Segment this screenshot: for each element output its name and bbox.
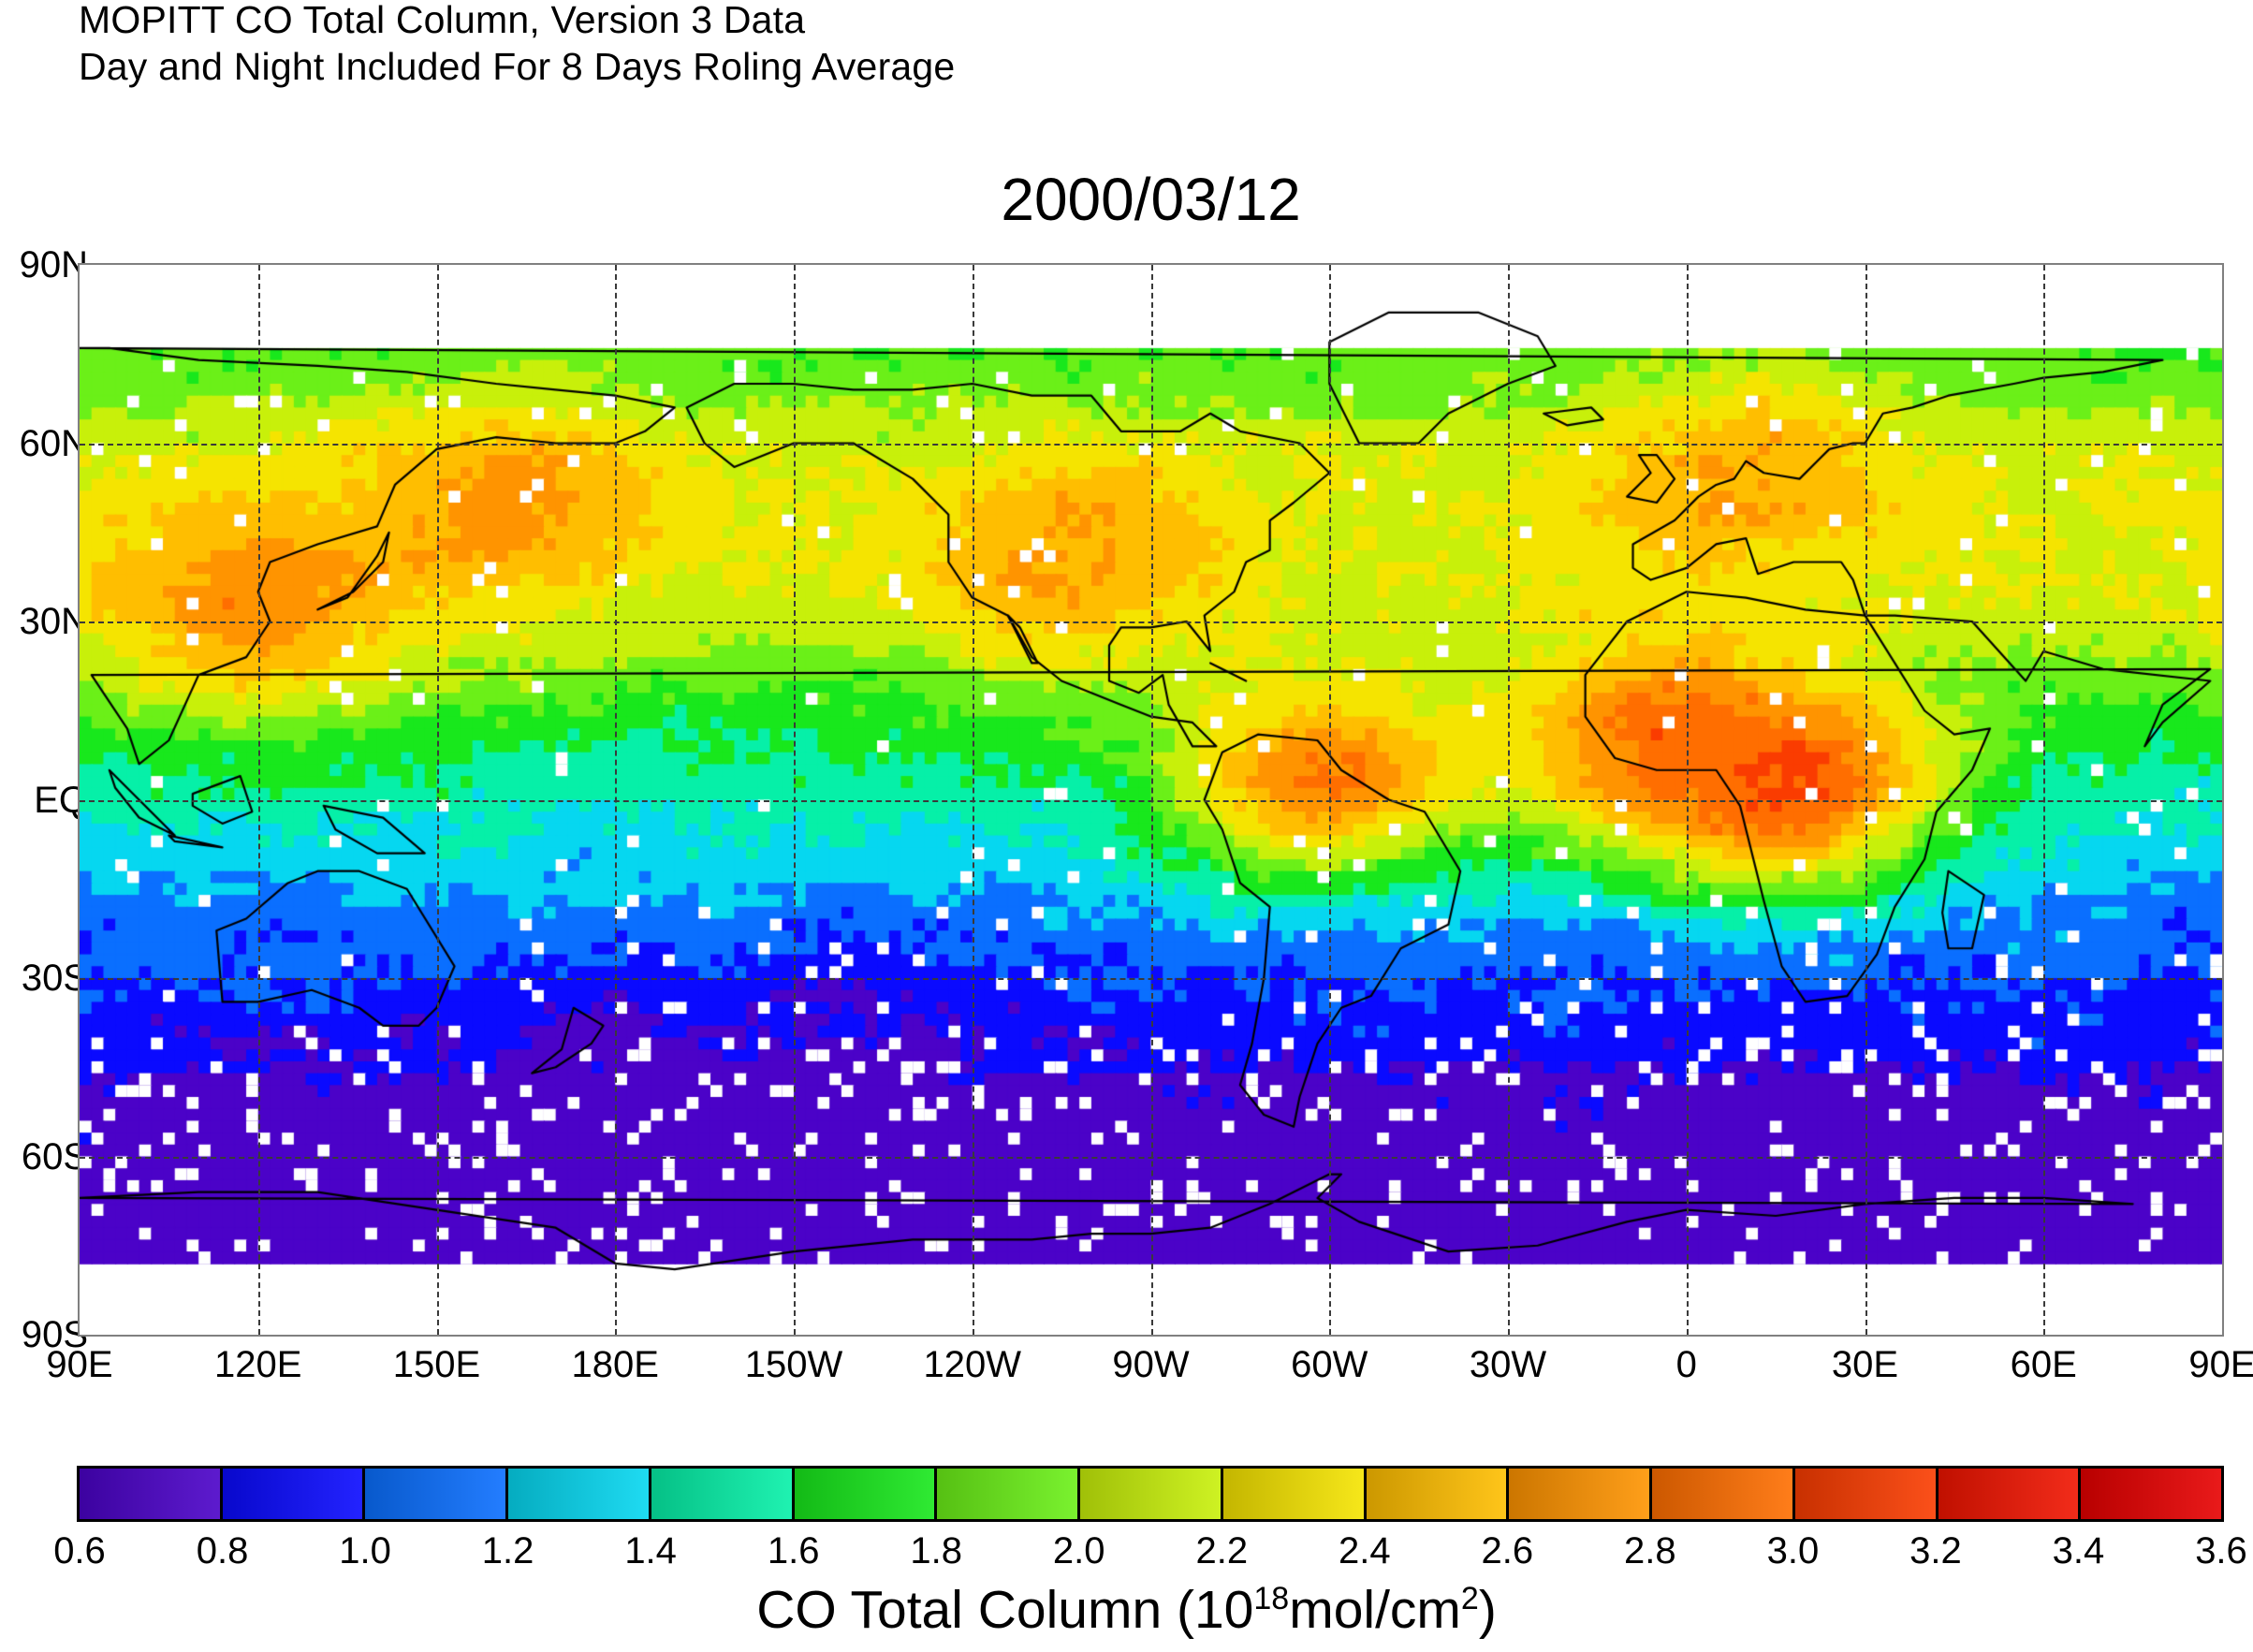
x-tick-11: 60E [2010, 1344, 2077, 1385]
colorbar-bin-2.4-2.6[interactable] [1366, 1469, 1507, 1519]
colorbar-bin-1.2-1.4[interactable] [508, 1469, 649, 1519]
colorbar-bin-2.0-2.2[interactable] [1080, 1469, 1221, 1519]
figure-header: MOPITT CO Total Column, Version 3 Data D… [79, 0, 1576, 90]
colorbar-bin-1.4-1.6[interactable] [651, 1469, 792, 1519]
x-tick-10: 30E [1831, 1344, 1899, 1385]
colorbar-bin-3.2-3.4[interactable] [1938, 1469, 2079, 1519]
y-tick-30N: 30N [19, 601, 88, 642]
co-data-raster [80, 265, 2222, 1335]
y-tick-60N: 60N [19, 422, 88, 464]
colorbar-bin-2.2-2.4[interactable] [1222, 1469, 1364, 1519]
x-tick-4: 150W [744, 1344, 843, 1385]
colorbar-tick-2.4: 2.4 [1338, 1530, 1391, 1572]
colorbar-bin-1.8-2.0[interactable] [937, 1469, 1078, 1519]
x-tick-5: 120W [923, 1344, 1022, 1385]
colorbar-tick-0.6: 0.6 [53, 1530, 106, 1572]
colorbar-bin-2.8-3.0[interactable] [1652, 1469, 1792, 1519]
y-tick-30S: 30S [21, 958, 88, 999]
colorbar-tick-2.2: 2.2 [1195, 1530, 1249, 1572]
x-tick-3: 180E [571, 1344, 659, 1385]
x-tick-7: 60W [1291, 1344, 1368, 1385]
colorbar-tick-2.8: 2.8 [1624, 1530, 1676, 1572]
colorbar-tick-3.0: 3.0 [1766, 1530, 1820, 1572]
header-line-2: Day and Night Included For 8 Days Roling… [79, 45, 956, 88]
colorbar-tick-1.6: 1.6 [767, 1530, 820, 1572]
y-tick-60S: 60S [21, 1135, 88, 1177]
x-tick-12: 90E [2188, 1344, 2253, 1385]
x-tick-9: 0 [1675, 1344, 1697, 1385]
co-heatmap-canvas [80, 265, 2222, 1335]
colorbar-tick-2.0: 2.0 [1052, 1530, 1105, 1572]
colorbar-bin-1.6-1.8[interactable] [794, 1469, 935, 1519]
colorbar-bin-2.6-2.8[interactable] [1509, 1469, 1650, 1519]
colorbar-bin-3.4-3.6[interactable] [2081, 1469, 2222, 1519]
colorbar-bin-1.0-1.2[interactable] [365, 1469, 506, 1519]
colorbar-tick-3.6: 3.6 [2195, 1530, 2247, 1572]
colorbar-bin-3.0-3.2[interactable] [1794, 1469, 1936, 1519]
colorbar-tick-1.8: 1.8 [910, 1530, 962, 1572]
colorbar-bin-0.6-0.8[interactable] [80, 1469, 220, 1519]
colorbar-bin-0.8-1.0[interactable] [222, 1469, 363, 1519]
x-tick-2: 150E [392, 1344, 481, 1385]
y-tick-EQ: EQ [34, 779, 88, 821]
map-title: 2000/03/12 [1001, 166, 1301, 233]
colorbar-tick-1.2: 1.2 [481, 1530, 534, 1572]
x-tick-0: 90E [46, 1344, 113, 1385]
colorbar-tick-2.6: 2.6 [1481, 1530, 1534, 1572]
map-plot-area[interactable] [78, 263, 2224, 1337]
x-tick-1: 120E [214, 1344, 302, 1385]
colorbar-axis-label: CO Total Column (1018mol/cm2) [756, 1580, 1497, 1640]
colorbar-tick-3.4: 3.4 [2052, 1530, 2105, 1572]
header-line-1: MOPITT CO Total Column, Version 3 Data [79, 0, 806, 41]
x-tick-6: 90W [1112, 1344, 1190, 1385]
y-tick-90S: 90S [21, 1314, 88, 1355]
colorbar-tick-1.4: 1.4 [624, 1530, 677, 1572]
colorbar-tick-1.0: 1.0 [339, 1530, 391, 1572]
colorbar-tick-3.2: 3.2 [1909, 1530, 1962, 1572]
colorbar[interactable] [77, 1466, 2224, 1522]
y-tick-90N: 90N [19, 244, 88, 285]
colorbar-tick-0.8: 0.8 [196, 1530, 249, 1572]
x-tick-8: 30W [1469, 1344, 1547, 1385]
